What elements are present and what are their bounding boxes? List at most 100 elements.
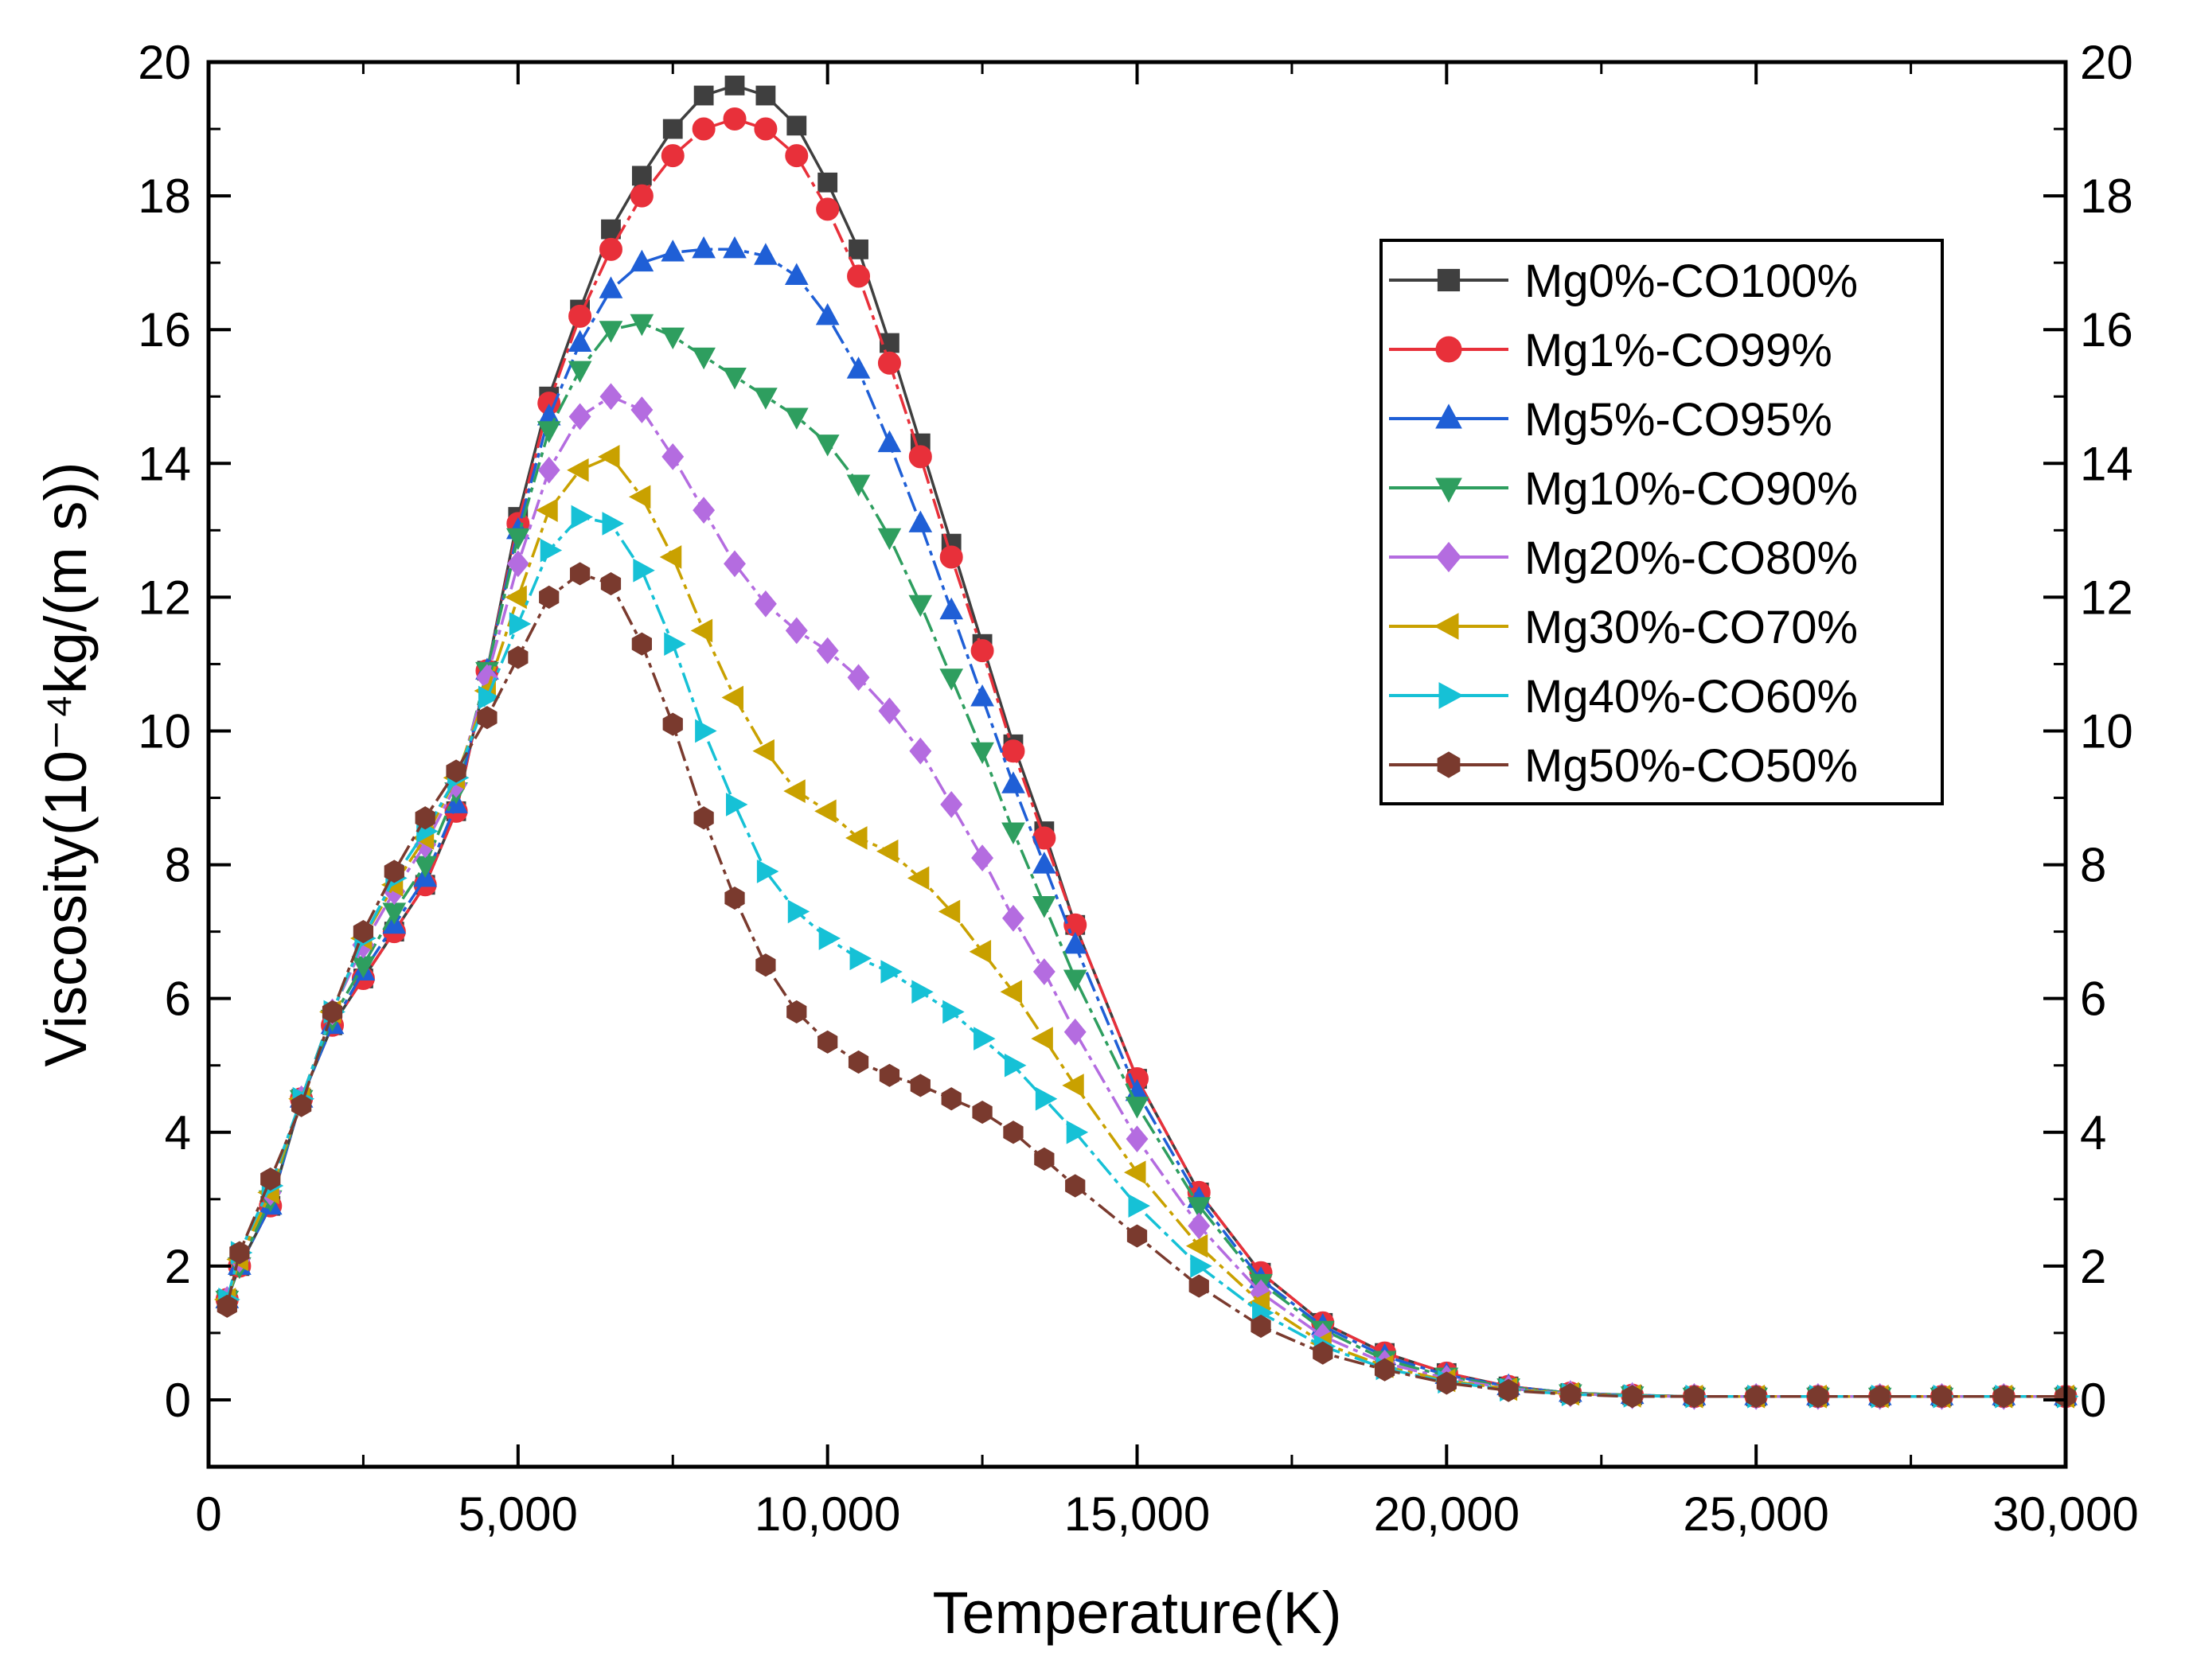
y-tick-label-right: 4 bbox=[2080, 1106, 2106, 1160]
data-point bbox=[1063, 1018, 1087, 1046]
data-point bbox=[721, 685, 744, 710]
data-point bbox=[1870, 1385, 1890, 1409]
data-point bbox=[1001, 771, 1025, 793]
data-point bbox=[692, 236, 716, 259]
axis-layer: 0 5,000 10,000 15,000 20,000 25,000 30,000 0 0 2 2… bbox=[138, 36, 2139, 1541]
data-point bbox=[785, 144, 809, 168]
data-point bbox=[505, 585, 527, 610]
data-point bbox=[877, 351, 901, 375]
x-tick-label: 20,000 bbox=[1374, 1487, 1520, 1541]
legend-label: Mg0%-CO100% bbox=[1524, 255, 1858, 307]
data-point bbox=[911, 980, 934, 1004]
data-point bbox=[661, 327, 685, 350]
y-tick-label: 10 bbox=[138, 704, 191, 758]
data-point bbox=[569, 562, 591, 586]
data-point bbox=[661, 442, 685, 470]
data-point bbox=[1001, 822, 1025, 844]
data-point bbox=[815, 302, 840, 325]
data-point bbox=[847, 664, 870, 692]
data-point bbox=[1004, 1053, 1027, 1078]
y-tick-label-right: 20 bbox=[2080, 36, 2133, 89]
data-point bbox=[941, 1087, 962, 1111]
data-point bbox=[598, 445, 620, 469]
data-point bbox=[693, 497, 716, 524]
data-point bbox=[939, 597, 964, 620]
data-point bbox=[756, 859, 779, 883]
data-point bbox=[878, 697, 901, 725]
data-point bbox=[1993, 1385, 2014, 1409]
data-point bbox=[1188, 1274, 1209, 1298]
data-point bbox=[1126, 1224, 1148, 1248]
legend-marker bbox=[1438, 682, 1464, 709]
data-point bbox=[1063, 969, 1087, 992]
data-point bbox=[1188, 1212, 1211, 1240]
data-point bbox=[846, 357, 871, 379]
data-point bbox=[690, 618, 713, 643]
data-point bbox=[537, 456, 560, 484]
data-point bbox=[939, 668, 964, 691]
data-point bbox=[817, 1030, 838, 1054]
data-point bbox=[1622, 1385, 1643, 1409]
data-point bbox=[631, 166, 652, 186]
data-point bbox=[659, 545, 682, 569]
data-point bbox=[1031, 1027, 1053, 1050]
data-point bbox=[723, 236, 747, 259]
legend-label: Mg30%-CO70% bbox=[1524, 602, 1858, 653]
data-point bbox=[1313, 1341, 1333, 1365]
data-point bbox=[568, 361, 592, 384]
data-point bbox=[1436, 1371, 1457, 1395]
data-point bbox=[755, 85, 776, 106]
data-point bbox=[508, 645, 529, 669]
data-point bbox=[910, 1074, 931, 1097]
data-point bbox=[814, 799, 837, 824]
y-tick-label-right: 6 bbox=[2080, 973, 2106, 1026]
y-tick-label: 20 bbox=[138, 36, 191, 89]
data-point bbox=[599, 276, 623, 298]
data-point bbox=[1034, 1147, 1055, 1171]
data-point bbox=[970, 684, 994, 707]
data-point bbox=[817, 172, 838, 193]
data-point bbox=[754, 388, 778, 410]
data-point bbox=[260, 1167, 281, 1191]
data-point bbox=[1126, 1125, 1149, 1153]
data-point bbox=[1032, 896, 1056, 918]
data-point bbox=[970, 742, 994, 765]
data-point bbox=[446, 759, 466, 783]
data-point bbox=[506, 550, 529, 578]
data-point bbox=[942, 1000, 965, 1024]
data-point bbox=[695, 719, 717, 743]
data-point bbox=[1128, 1194, 1150, 1218]
data-point bbox=[693, 806, 714, 830]
data-point bbox=[972, 1100, 993, 1125]
data-point bbox=[785, 617, 808, 645]
x-tick-label: 10,000 bbox=[755, 1487, 901, 1541]
data-point bbox=[846, 474, 871, 497]
data-point bbox=[539, 585, 560, 609]
data-point bbox=[786, 115, 807, 136]
data-point bbox=[909, 737, 932, 765]
data-point bbox=[1190, 1254, 1212, 1278]
data-point bbox=[1062, 1074, 1084, 1097]
legend-label: Mg20%-CO80% bbox=[1524, 532, 1858, 584]
data-point bbox=[662, 712, 683, 736]
data-point bbox=[536, 498, 558, 522]
data-point bbox=[1251, 1314, 1271, 1339]
data-point bbox=[229, 1241, 250, 1265]
data-point bbox=[876, 839, 899, 863]
data-point bbox=[783, 779, 806, 803]
data-point bbox=[971, 844, 994, 872]
data-point bbox=[633, 558, 655, 583]
data-point bbox=[880, 960, 903, 984]
data-point bbox=[599, 321, 623, 343]
y-tick-label-right: 2 bbox=[2080, 1240, 2106, 1293]
data-point bbox=[630, 249, 654, 272]
data-point bbox=[755, 953, 776, 977]
x-tick-label: 25,000 bbox=[1683, 1487, 1829, 1541]
data-point bbox=[1498, 1378, 1519, 1402]
data-point bbox=[505, 528, 530, 551]
legend-marker bbox=[1435, 403, 1462, 429]
data-point bbox=[784, 407, 809, 430]
data-point bbox=[970, 639, 994, 663]
y-tick-label-right: 14 bbox=[2080, 437, 2133, 490]
data-point bbox=[908, 594, 933, 618]
